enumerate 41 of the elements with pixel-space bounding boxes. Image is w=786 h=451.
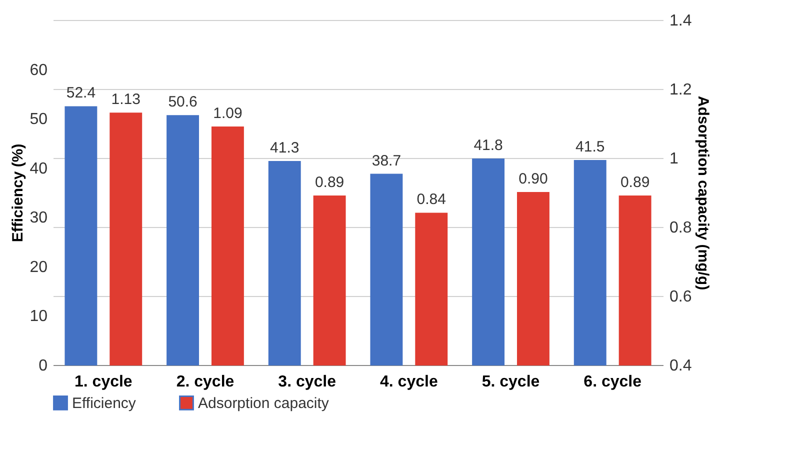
- bar: [574, 160, 606, 366]
- bar: [64, 106, 98, 366]
- y2-tick-label: 1.2: [670, 82, 692, 98]
- y-tick-label: 50: [30, 111, 48, 128]
- data-label: 0.84: [416, 191, 446, 208]
- y-axis-title: Efficiency (%): [10, 144, 27, 242]
- y-tick-label: 10: [30, 308, 48, 326]
- y2-tick-label: 1: [670, 150, 678, 168]
- y-tick-label: 60: [30, 62, 48, 79]
- data-label: 52.4: [66, 84, 96, 102]
- bar: [472, 158, 505, 366]
- x-tick-label: 5. cycle: [482, 374, 540, 390]
- x-tick-label: 3. cycle: [278, 374, 336, 390]
- data-label: 0.89: [620, 174, 650, 191]
- bar: [268, 160, 301, 366]
- y2-tick-label: 1.4: [670, 12, 692, 30]
- y-tick-label: 40: [30, 160, 48, 178]
- bar: [166, 115, 200, 366]
- data-label: 1.13: [111, 91, 140, 108]
- data-label: 38.7: [372, 152, 402, 170]
- data-label: 1.09: [213, 104, 242, 122]
- x-tick-label: 1. cycle: [74, 374, 132, 390]
- bar: [370, 174, 403, 366]
- x-tick-label: 2. cycle: [176, 374, 234, 390]
- data-label: 50.6: [168, 94, 198, 111]
- legend-label: Efficiency: [72, 394, 136, 412]
- data-label: 0.89: [314, 174, 344, 191]
- data-label: 41.3: [270, 139, 300, 156]
- x-tick-label: 4. cycle: [380, 374, 438, 390]
- y2-tick-label: 0.6: [670, 288, 692, 306]
- data-label: 41.5: [576, 138, 605, 156]
- y-tick-label: 0: [38, 358, 48, 374]
- y2-tick-label: 0.8: [670, 220, 692, 236]
- x-tick-label: 6. cycle: [584, 374, 642, 390]
- legend-label: Adsorption capacity: [198, 394, 330, 412]
- y-tick-label: 20: [30, 258, 48, 276]
- y2-tick-label: 0.4: [670, 358, 692, 374]
- y2-axis-title: Adsorption capacity (mg/g): [694, 96, 712, 290]
- data-label: 0.90: [518, 170, 548, 188]
- y-tick-label: 30: [30, 210, 48, 227]
- data-label: 41.8: [474, 136, 503, 154]
